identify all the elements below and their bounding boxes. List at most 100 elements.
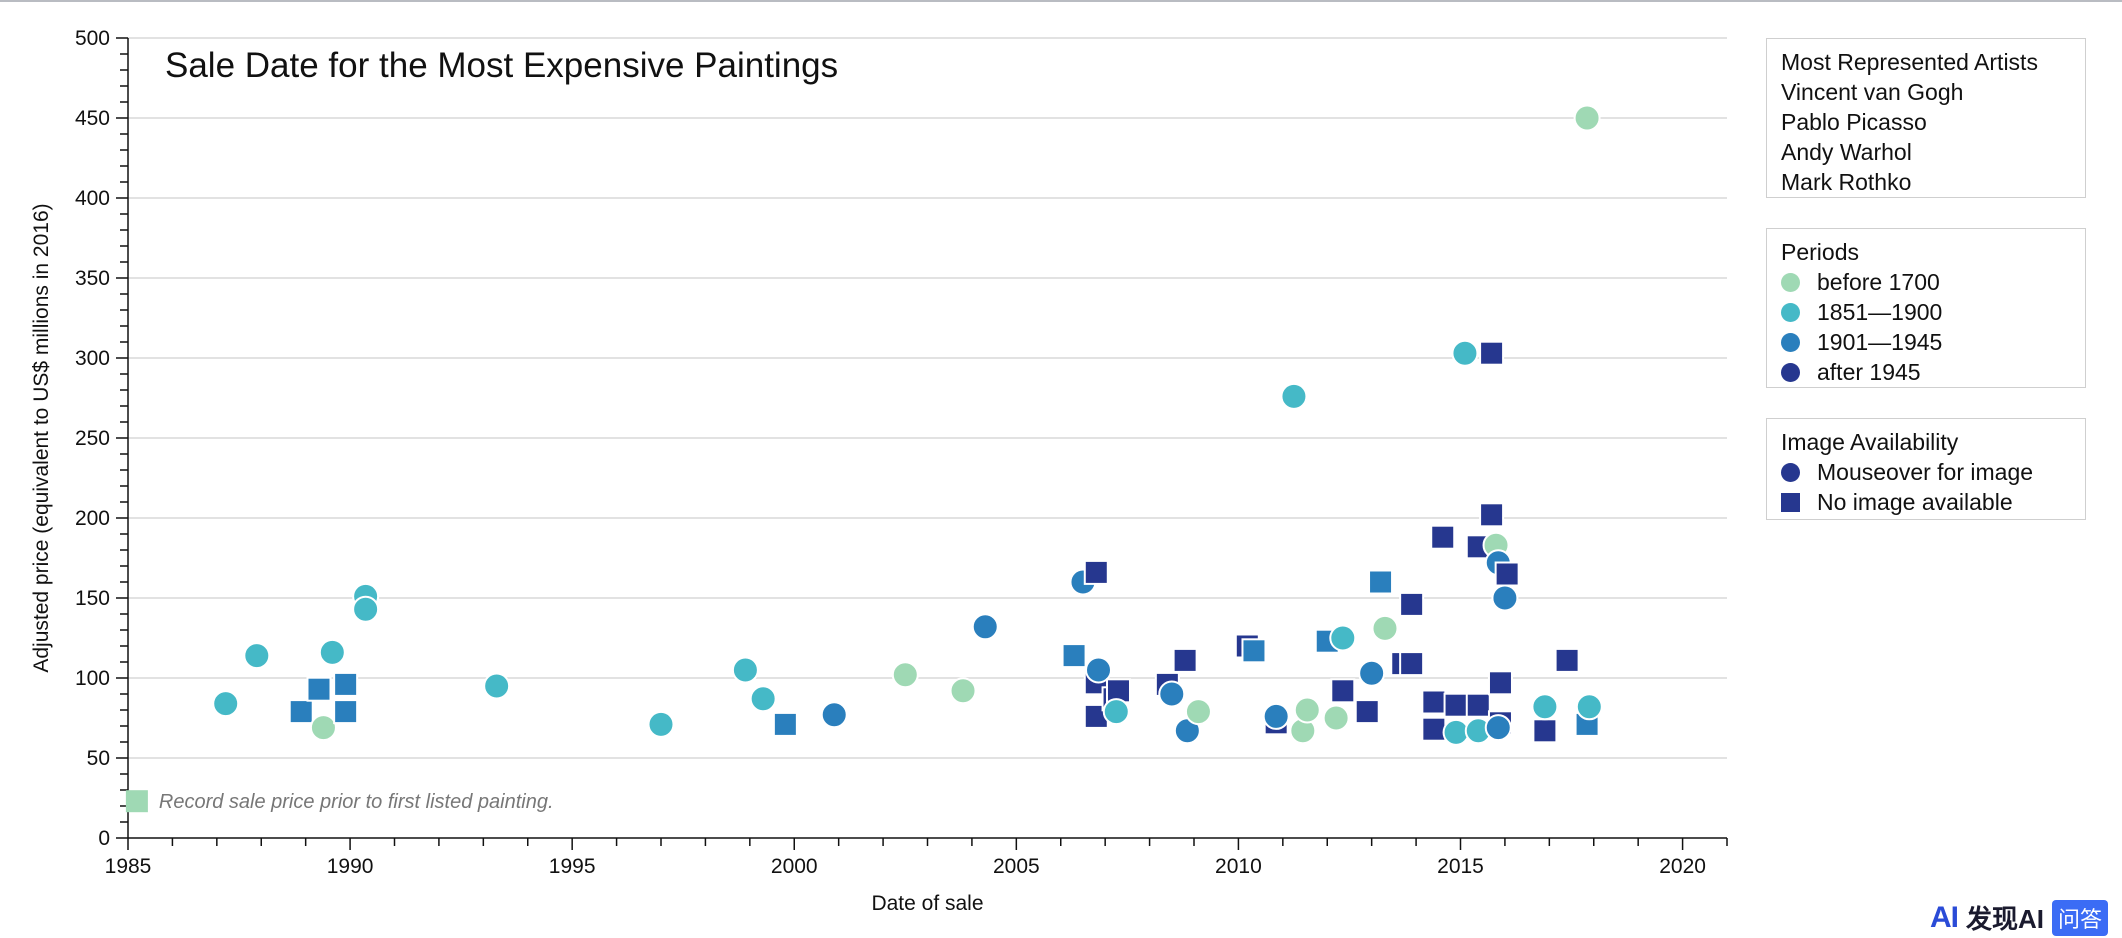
data-point-square bbox=[1241, 638, 1267, 664]
x-tick-label: 1995 bbox=[549, 855, 596, 878]
legend-artists: Most Represented Artists Vincent van Gog… bbox=[1766, 38, 2086, 198]
y-tick-label: 250 bbox=[75, 427, 110, 450]
y-tick-label: 400 bbox=[75, 187, 110, 210]
y-tick-label: 350 bbox=[75, 267, 110, 290]
data-point-circle bbox=[212, 690, 240, 718]
legend-artist-2[interactable]: Andy Warhol bbox=[1781, 139, 1912, 165]
data-point-circle bbox=[309, 714, 337, 742]
legend-availability-label: Mouseover for image bbox=[1817, 459, 2034, 485]
data-point-square bbox=[306, 676, 332, 702]
data-point-circle bbox=[243, 642, 271, 670]
data-point-circle bbox=[1329, 624, 1357, 652]
data-point-square bbox=[1487, 670, 1513, 696]
data-point-square bbox=[333, 699, 359, 725]
legend-mouseover[interactable]: Mouseover for image bbox=[1781, 457, 2071, 487]
data-point-circle bbox=[971, 613, 999, 641]
x-tick-label: 2005 bbox=[993, 855, 1040, 878]
x-tick-label: 2020 bbox=[1659, 855, 1706, 878]
data-point-square bbox=[1430, 524, 1456, 550]
legend-availability: Image Availability Mouseover for image N… bbox=[1766, 418, 2086, 520]
x-tick-label: 1990 bbox=[327, 855, 374, 878]
data-point-square bbox=[1083, 559, 1109, 585]
legend-artist-1[interactable]: Pablo Picasso bbox=[1781, 109, 1927, 135]
legend-period-1851-1900[interactable]: 1851—1900 bbox=[1781, 297, 2071, 327]
data-point-square bbox=[1368, 569, 1394, 595]
legend-period-label: before 1700 bbox=[1817, 269, 1940, 295]
legend-period-label: 1851—1900 bbox=[1817, 299, 1943, 325]
y-tick-label: 300 bbox=[75, 347, 110, 370]
data-point-square bbox=[288, 699, 314, 725]
legend-periods-title: Periods bbox=[1781, 239, 1859, 265]
data-point-square bbox=[1443, 692, 1469, 718]
data-point-circle bbox=[318, 638, 346, 666]
data-point-circle bbox=[1573, 104, 1601, 132]
data-point-square bbox=[1554, 647, 1580, 673]
legend-period-label: after 1945 bbox=[1817, 359, 1921, 385]
legend-periods: Periods before 1700 1851—1900 1901—1945 … bbox=[1766, 228, 2086, 388]
scatter-chart: 0 50 100 150 200 250 300 350 400 450 500 1985 1990 19… bbox=[30, 27, 1728, 915]
data-point-circle bbox=[1575, 693, 1603, 721]
note-text: Record sale price prior to first listed … bbox=[159, 791, 554, 813]
data-point-circle bbox=[949, 677, 977, 705]
data-point-circle bbox=[1322, 704, 1350, 732]
data-point-circle bbox=[1371, 614, 1399, 642]
x-tick-label: 2000 bbox=[771, 855, 818, 878]
data-point-square bbox=[1465, 692, 1491, 718]
legend-no-image[interactable]: No image available bbox=[1781, 487, 2071, 517]
x-tick-label: 2010 bbox=[1215, 855, 1262, 878]
data-point-square bbox=[1172, 647, 1198, 673]
y-tick-label: 0 bbox=[98, 827, 110, 850]
data-point-square bbox=[1061, 643, 1087, 669]
data-point-square bbox=[333, 671, 359, 697]
data-point-circle bbox=[1484, 714, 1512, 742]
legend-period-label: 1901—1945 bbox=[1817, 329, 1943, 355]
data-point-square bbox=[1479, 340, 1505, 366]
data-point-circle bbox=[647, 710, 675, 738]
data-point-circle bbox=[1280, 382, 1308, 410]
legend-period-1901-1945[interactable]: 1901—1945 bbox=[1781, 327, 2071, 357]
note-square-marker bbox=[125, 790, 148, 813]
y-tick-label: 450 bbox=[75, 107, 110, 130]
data-point-circle bbox=[1102, 698, 1130, 726]
data-point-square bbox=[1330, 678, 1356, 704]
chart-title: Sale Date for the Most Expensive Paintin… bbox=[165, 46, 838, 85]
period-swatch-icon bbox=[1781, 332, 1800, 352]
data-point-circle bbox=[749, 685, 777, 713]
data-point-circle bbox=[483, 672, 511, 700]
watermark-badge: 问答 bbox=[2051, 899, 2108, 936]
data-point-circle bbox=[1491, 584, 1519, 612]
data-point-circle bbox=[1085, 656, 1113, 684]
y-tick-label: 50 bbox=[87, 747, 110, 770]
data-point-circle bbox=[1442, 718, 1470, 746]
data-point-square bbox=[1399, 591, 1425, 617]
data-point-circle bbox=[1184, 698, 1212, 726]
data-point-circle bbox=[1262, 702, 1290, 730]
square-marker-icon bbox=[1781, 492, 1800, 512]
legend-artist-3[interactable]: Mark Rothko bbox=[1781, 169, 1912, 195]
data-point-square bbox=[1354, 699, 1380, 725]
data-point-circle bbox=[891, 661, 919, 689]
y-tick-label: 200 bbox=[75, 507, 110, 530]
data-point-square bbox=[1532, 718, 1558, 744]
data-point-circle bbox=[1531, 693, 1559, 721]
legend-availability-label: No image available bbox=[1817, 489, 2013, 515]
x-tick-label: 1985 bbox=[105, 855, 152, 878]
y-axis-title: Adjusted price (equivalent to US$ millio… bbox=[30, 203, 53, 672]
watermark-brand: 发现AI bbox=[1965, 904, 2044, 934]
x-tick-label: 2015 bbox=[1437, 855, 1484, 878]
data-point-square bbox=[1479, 502, 1505, 528]
data-point-circle bbox=[1451, 339, 1479, 367]
data-point-square bbox=[1494, 561, 1520, 587]
period-swatch-icon bbox=[1781, 272, 1800, 292]
legend-artists-title: Most Represented Artists bbox=[1781, 49, 2038, 75]
legend-artist-0[interactable]: Vincent van Gogh bbox=[1781, 79, 1964, 105]
watermark-logo: AI bbox=[1929, 900, 1959, 934]
data-point-circle bbox=[1358, 659, 1386, 687]
legend-period-before-1700[interactable]: before 1700 bbox=[1781, 267, 2071, 297]
data-point-square bbox=[1421, 689, 1447, 715]
data-point-square bbox=[772, 711, 798, 737]
period-swatch-icon bbox=[1781, 362, 1800, 382]
data-point-circle bbox=[820, 701, 848, 729]
period-swatch-icon bbox=[1781, 302, 1800, 322]
legend-period-after-1945[interactable]: after 1945 bbox=[1781, 357, 2071, 387]
